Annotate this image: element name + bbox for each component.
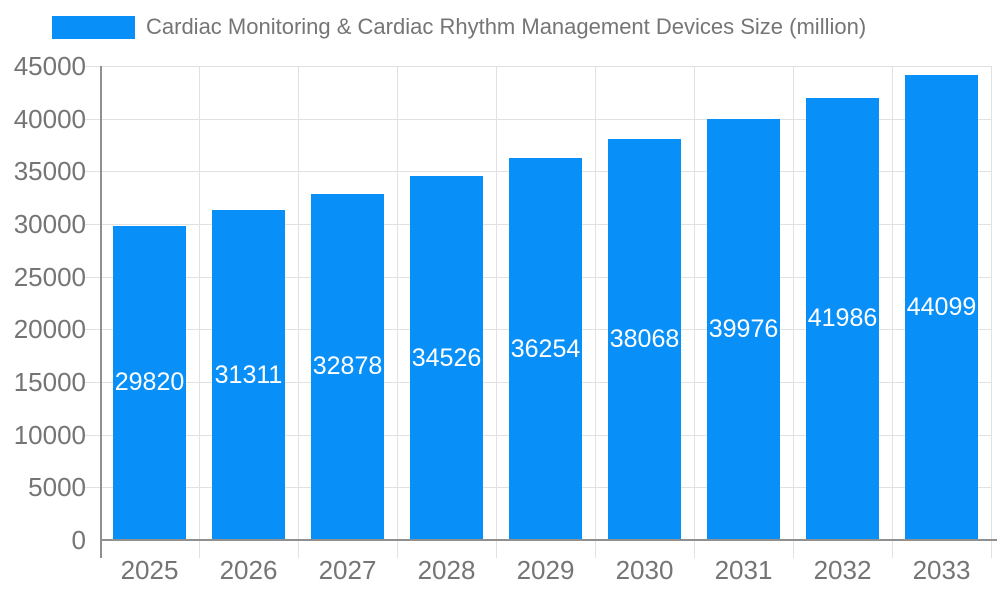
bar-value-label: 39976: [708, 314, 779, 343]
bar-2029[interactable]: 36254: [509, 158, 582, 540]
bar-value-label: 31311: [214, 360, 283, 389]
x-axis-tick-label: 2026: [219, 555, 278, 585]
bar-value-label: 38068: [609, 325, 680, 353]
bar-value-label: 29820: [114, 368, 185, 397]
y-gridline: [85, 66, 991, 67]
legend-label: Cardiac Monitoring & Cardiac Rhythm Mana…: [146, 14, 867, 39]
bar-value-label: 32878: [312, 352, 383, 381]
x-axis-line: [100, 539, 997, 541]
y-axis-line: [100, 66, 102, 558]
x-gridline: [595, 66, 596, 558]
bar-value-label: 41986: [807, 304, 878, 333]
y-axis-tick-label: 0: [71, 525, 86, 555]
x-gridline: [793, 66, 794, 558]
bar-2031[interactable]: 39976: [707, 118, 780, 540]
bar-2030[interactable]: 38068: [608, 139, 681, 540]
y-axis-tick-label: 10000: [13, 419, 86, 450]
x-axis-tick-label: 2029: [516, 555, 575, 585]
x-gridline: [199, 66, 200, 558]
y-axis-tick-label: 5000: [28, 472, 86, 503]
y-axis-tick-label: 20000: [13, 314, 86, 345]
x-axis-tick-label: 2031: [714, 555, 773, 585]
y-axis-tick-label: 45000: [13, 51, 86, 81]
x-axis-tick-label: 2028: [417, 555, 476, 585]
bar-2033[interactable]: 44099: [905, 75, 978, 540]
y-axis-tick-label: 40000: [13, 103, 86, 134]
x-gridline: [991, 66, 992, 558]
x-gridline: [892, 66, 893, 558]
chart-legend[interactable]: Cardiac Monitoring & Cardiac Rhythm Mana…: [52, 14, 866, 40]
bar-value-label: 36254: [510, 334, 581, 363]
x-axis-tick-label: 2025: [120, 555, 179, 585]
y-axis-tick-label: 15000: [13, 367, 86, 397]
bar-2025[interactable]: 29820: [113, 225, 186, 540]
x-axis-tick-label: 2032: [813, 555, 872, 585]
y-axis-tick-label: 25000: [13, 261, 86, 292]
bar-2026[interactable]: 31311: [212, 210, 285, 540]
y-axis-tick-label: 35000: [13, 156, 86, 187]
legend-swatch: [52, 15, 135, 39]
x-axis-tick-label: 2033: [912, 555, 971, 585]
bar-value-label: 44099: [906, 293, 977, 322]
x-axis-tick-label: 2030: [615, 555, 674, 585]
y-axis-tick-label: 30000: [13, 209, 86, 239]
x-gridline: [496, 66, 497, 558]
y-gridline: [85, 118, 991, 120]
bar-value-label: 34526: [411, 343, 482, 372]
x-gridline: [694, 66, 695, 558]
bar-2027[interactable]: 32878: [311, 193, 384, 540]
x-gridline: [397, 66, 398, 558]
x-axis-tick-label: 2027: [318, 555, 377, 585]
bar-2032[interactable]: 41986: [806, 97, 879, 540]
x-gridline: [298, 66, 299, 558]
bar-2028[interactable]: 34526: [410, 176, 483, 540]
